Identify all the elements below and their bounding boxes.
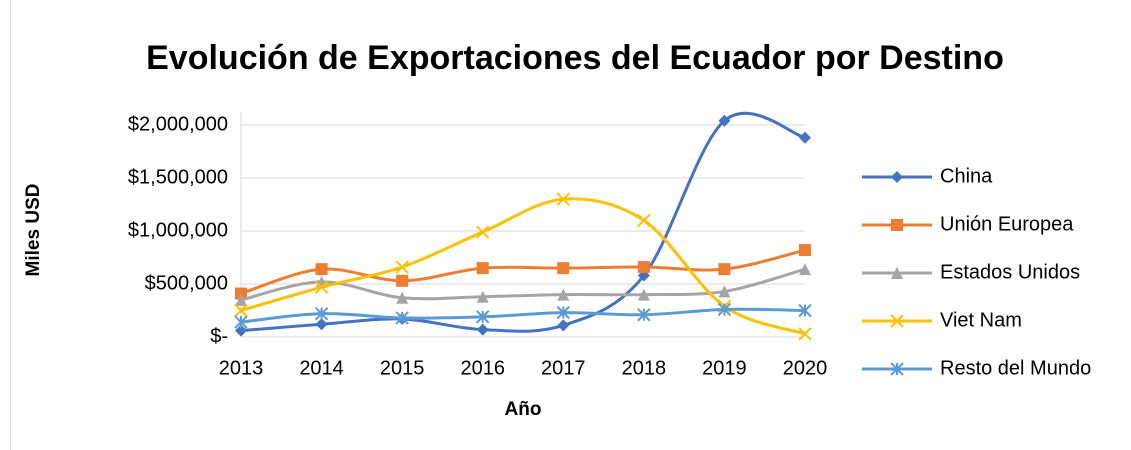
x-tick-label: 2018 — [622, 357, 667, 379]
y-tick-label: $1,000,000 — [128, 219, 228, 241]
x-tick-label: 2014 — [299, 357, 344, 379]
x-tick-label: 2016 — [460, 357, 505, 379]
data-point — [799, 263, 811, 276]
legend-label: Estados Unidos — [940, 261, 1080, 283]
data-point — [556, 192, 570, 206]
data-point — [718, 114, 731, 127]
data-point — [637, 288, 650, 301]
chart-title: Evolución de Exportaciones del Ecuador p… — [146, 39, 1004, 77]
data-point — [799, 244, 811, 257]
data-point — [476, 310, 490, 324]
data-point — [717, 302, 732, 317]
legend-label: Resto del Mundo — [940, 357, 1091, 379]
legend-marker — [890, 362, 904, 376]
data-point — [476, 290, 489, 303]
legend-label: Unión Europea — [940, 213, 1074, 235]
x-tick-label: 2017 — [541, 357, 586, 379]
y-tick-label: $500,000 — [145, 272, 228, 294]
data-point — [476, 323, 489, 336]
data-point — [235, 287, 247, 300]
data-point — [395, 260, 409, 274]
data-point — [637, 261, 650, 274]
data-point — [235, 293, 247, 306]
legend-label: Viet Nam — [940, 309, 1022, 331]
data-point — [556, 305, 570, 320]
data-point — [718, 263, 731, 276]
data-point — [476, 225, 490, 239]
data-point — [396, 274, 409, 287]
y-tick-label: $- — [210, 325, 228, 347]
data-point — [799, 131, 811, 144]
data-point — [476, 262, 489, 275]
y-axis-title: Miles USD — [23, 184, 44, 277]
data-point — [798, 303, 812, 318]
data-point — [315, 263, 328, 276]
series-line — [240, 197, 806, 336]
data-point — [798, 327, 812, 341]
legend-marker — [891, 171, 903, 183]
data-point — [557, 262, 570, 275]
data-point — [557, 288, 570, 301]
y-tick-label: $2,000,000 — [128, 113, 228, 135]
data-point — [637, 213, 651, 228]
data-point — [234, 303, 248, 318]
data-point — [718, 285, 731, 298]
y-tick-label: $1,500,000 — [128, 166, 228, 188]
data-point — [315, 318, 328, 331]
x-tick-label: 2020 — [783, 357, 828, 379]
legend-label: China — [940, 165, 993, 187]
data-point — [234, 315, 248, 329]
x-tick-label: 2019 — [702, 357, 747, 379]
legend-marker — [890, 314, 904, 328]
data-point — [314, 280, 329, 294]
data-point — [235, 324, 247, 337]
data-point — [557, 319, 570, 332]
legend-marker — [891, 267, 903, 279]
data-point — [396, 291, 409, 304]
data-point — [395, 311, 409, 325]
legend-marker — [891, 219, 903, 231]
x-axis-title: Año — [505, 399, 542, 420]
x-tick-label: 2013 — [219, 357, 264, 379]
data-point — [637, 308, 651, 322]
chart-border — [10, 0, 1131, 450]
x-tick-label: 2015 — [380, 357, 425, 379]
data-point — [314, 306, 329, 321]
